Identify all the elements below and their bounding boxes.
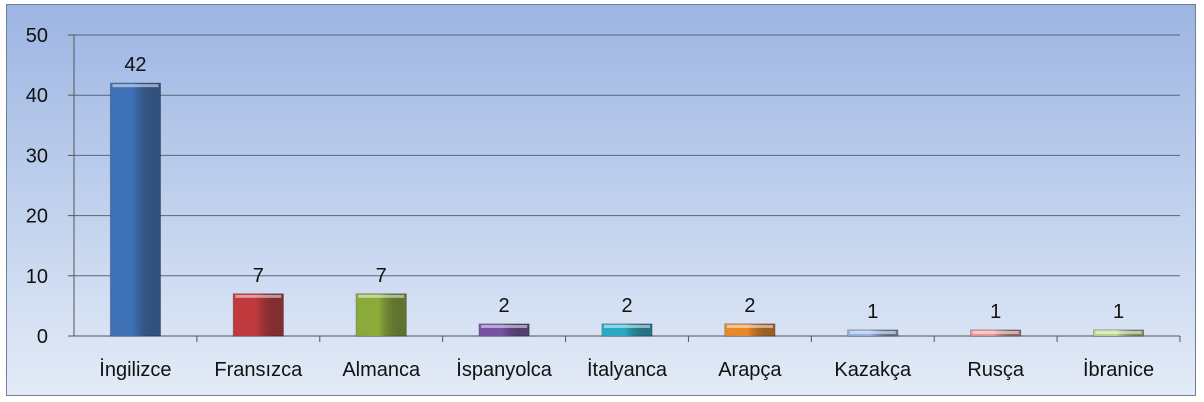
bar-shading <box>233 293 284 336</box>
data-label: 1 <box>1113 301 1124 323</box>
bar-highlight <box>112 84 159 88</box>
data-label: 2 <box>621 295 632 317</box>
gridlines <box>68 34 1181 342</box>
axes <box>73 35 1180 337</box>
category-label: Rusça <box>967 359 1025 381</box>
category-label: Almanca <box>342 359 421 381</box>
y-tick-label: 20 <box>26 206 48 228</box>
y-tick-label: 10 <box>26 266 48 288</box>
bar-shading <box>356 293 407 336</box>
data-label: 1 <box>990 301 1001 323</box>
y-tick-label: 50 <box>26 25 48 47</box>
category-label: İngilizce <box>99 358 171 381</box>
y-tick-label: 0 <box>37 326 48 348</box>
category-label: Fransızca <box>214 359 303 381</box>
bar-highlight <box>1095 330 1142 334</box>
data-label: 7 <box>376 265 387 287</box>
category-label: İspanyolca <box>456 358 552 381</box>
data-label: 1 <box>867 301 878 323</box>
bar-highlight <box>604 324 650 328</box>
category-labels: İngilizce Fransızca Almanca İspanyolca İtaly… <box>99 358 1154 381</box>
bar-highlight <box>972 330 1019 334</box>
category-label: İbranice <box>1083 358 1154 381</box>
data-labels: 42 7 7 2 2 2 1 1 1 <box>124 54 1124 323</box>
y-tick-labels: 0 10 20 30 40 50 <box>26 25 48 348</box>
bars <box>109 82 1145 337</box>
category-label: Arapça <box>718 359 782 381</box>
y-tick-label: 30 <box>26 145 48 167</box>
data-label: 42 <box>124 54 146 76</box>
category-label: İtalyanca <box>587 358 668 381</box>
bar-highlight <box>849 330 896 334</box>
category-label: Kazakça <box>834 359 912 381</box>
bar-highlight <box>358 294 405 298</box>
y-tick-label: 40 <box>26 85 48 107</box>
bar-highlight <box>481 324 528 328</box>
data-label: 2 <box>744 295 755 317</box>
bar-highlight <box>235 294 282 298</box>
bar-highlight <box>726 324 773 328</box>
data-label: 2 <box>499 295 510 317</box>
bar-shading <box>110 83 161 336</box>
data-label: 7 <box>253 265 264 287</box>
